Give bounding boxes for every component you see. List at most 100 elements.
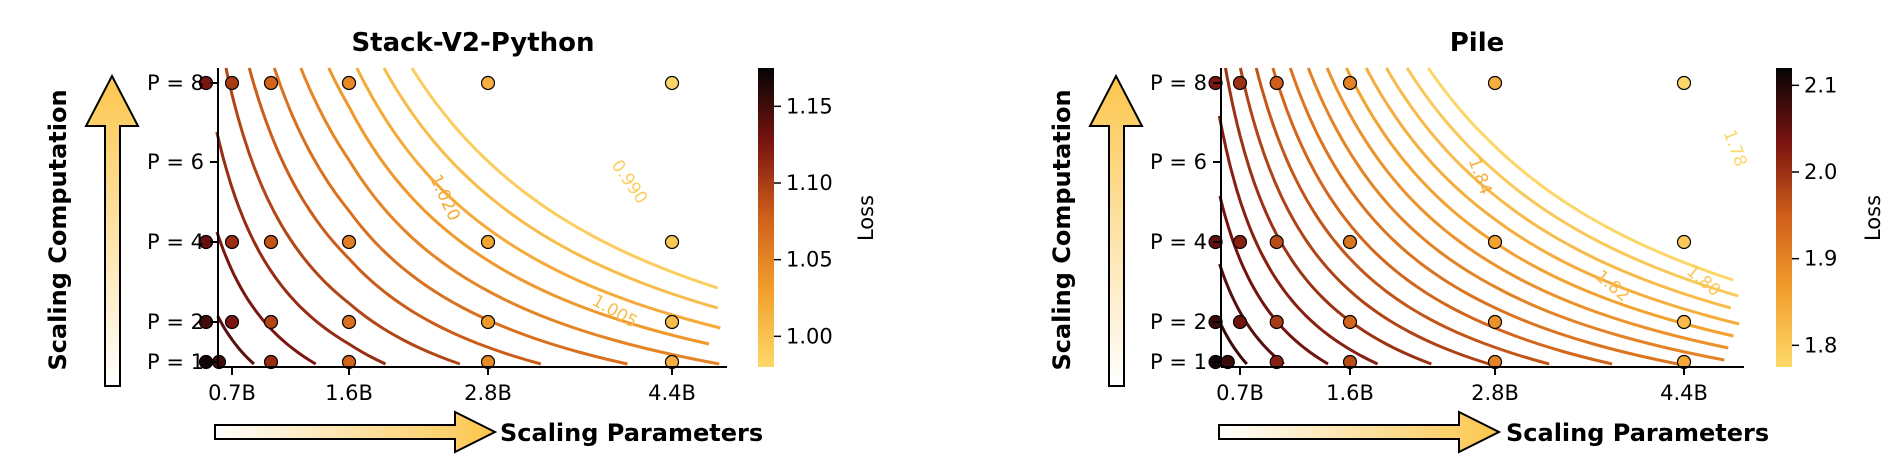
colorbar-tick-label: 1.9 xyxy=(1804,247,1837,271)
x-ticks: 0.7B 1.6B 2.8B 4.4B xyxy=(208,367,696,405)
y-tick-label: P = 4 xyxy=(1150,230,1207,254)
data-point xyxy=(1232,314,1248,330)
y-tick-label: P = 2 xyxy=(147,310,204,334)
contour-line xyxy=(327,67,710,346)
data-point xyxy=(1342,234,1358,250)
contour-line xyxy=(272,67,628,366)
colorbar-tick-label: 1.05 xyxy=(786,248,833,272)
contour-line xyxy=(1218,195,1329,366)
scatter-points xyxy=(198,75,680,370)
contour-line xyxy=(1306,67,1725,362)
contour-labels: 1.841.82 1.801.78 xyxy=(1464,127,1751,306)
colorbar xyxy=(758,68,774,367)
x-tick-label: 0.7B xyxy=(208,381,256,405)
colorbar-label: Loss xyxy=(1861,195,1885,241)
data-point xyxy=(224,234,240,250)
data-point xyxy=(224,314,240,330)
contour-line xyxy=(1218,263,1285,366)
data-point xyxy=(1269,234,1284,250)
y-tick-label: P = 2 xyxy=(1150,310,1207,334)
data-point xyxy=(1342,314,1358,330)
x-tick-label: 4.4B xyxy=(1660,381,1708,405)
x-tick-label: 0.7B xyxy=(1216,381,1264,405)
data-point xyxy=(480,314,496,330)
contour-line xyxy=(1288,67,1679,366)
data-point xyxy=(1232,234,1248,250)
data-point xyxy=(480,234,496,250)
data-point xyxy=(1676,234,1692,250)
data-point xyxy=(1676,314,1692,330)
colorbar-tick-label: 2.1 xyxy=(1804,73,1837,97)
data-point xyxy=(1342,75,1358,91)
contour-line xyxy=(1219,323,1248,365)
colorbar xyxy=(1776,68,1792,367)
data-point xyxy=(664,314,680,330)
data-point xyxy=(1487,234,1503,250)
y-axis-label: Scaling Computation xyxy=(1048,89,1076,370)
x-tick-label: 1.6B xyxy=(325,381,373,405)
data-point xyxy=(1232,75,1248,91)
data-point xyxy=(1269,354,1284,370)
x-tick-label: 1.6B xyxy=(1326,381,1374,405)
scaling-computation-arrow xyxy=(84,73,140,387)
contour-line xyxy=(1345,67,1734,338)
data-point xyxy=(341,234,357,250)
x-axis-label: Scaling Parameters xyxy=(500,419,763,447)
contour-line xyxy=(1224,67,1432,366)
data-point xyxy=(224,75,240,91)
contour-label: 0.990 xyxy=(607,156,651,207)
contour-line xyxy=(1427,67,1734,282)
contour-line xyxy=(224,67,461,366)
contour-line xyxy=(1271,67,1613,366)
colorbar-tick-label: 1.00 xyxy=(786,324,833,348)
x-tick-label: 2.8B xyxy=(464,381,512,405)
data-point xyxy=(263,75,279,91)
y-ticks: P = 1 P = 2 P = 4 P = 6 P = 8 xyxy=(147,71,218,374)
contour-line xyxy=(1385,67,1732,310)
contour-line xyxy=(382,67,719,310)
contour-line xyxy=(247,67,542,366)
data-point xyxy=(263,234,279,250)
chart-title: Pile xyxy=(1450,28,1505,58)
contour-label: 1.84 xyxy=(1464,155,1496,197)
colorbar-ticks: 1.00 1.05 1.10 1.15 xyxy=(774,94,833,348)
y-tick-label: P = 6 xyxy=(147,150,204,174)
contour-line xyxy=(1217,115,1379,366)
x-ticks: 0.7B 1.6B 2.8B 4.4B xyxy=(1216,367,1708,405)
scaling-parameters-arrow xyxy=(214,410,498,454)
data-point xyxy=(664,75,680,91)
data-point xyxy=(1269,314,1284,330)
y-tick-label: P = 1 xyxy=(1150,350,1207,374)
scatter-points xyxy=(1208,75,1692,370)
chart-title: Stack-V2-Python xyxy=(351,28,594,58)
y-tick-label: P = 8 xyxy=(1150,71,1207,95)
data-point xyxy=(664,234,680,250)
panel-pile: Pile 1.841.82 1.801.78 P = 1 P = 2 P = 4 P =… xyxy=(1048,28,1885,454)
y-tick-label: P = 1 xyxy=(147,350,204,374)
scaling-parameters-arrow xyxy=(1218,410,1502,454)
colorbar-tick-label: 1.10 xyxy=(786,171,833,195)
data-point xyxy=(1676,75,1692,91)
contour-label: 1.78 xyxy=(1719,127,1751,169)
contour-line xyxy=(215,231,317,366)
y-tick-label: P = 6 xyxy=(1150,150,1207,174)
y-tick-label: P = 8 xyxy=(147,71,204,95)
contour-line xyxy=(216,315,255,366)
contour-line xyxy=(215,131,387,366)
colorbar-ticks: 1.8 1.9 2.0 2.1 xyxy=(1792,73,1837,357)
contour-line xyxy=(1405,67,1739,298)
y-axis-label: Scaling Computation xyxy=(44,89,72,370)
y-tick-label: P = 4 xyxy=(147,230,204,254)
contour-line xyxy=(1238,67,1490,366)
data-point xyxy=(341,314,357,330)
contour-lines xyxy=(215,67,721,366)
data-point xyxy=(1269,75,1284,91)
contour-line xyxy=(1254,67,1550,366)
contour-line xyxy=(410,67,719,290)
scaling-computation-arrow xyxy=(1088,73,1144,387)
data-point xyxy=(263,354,279,370)
contour-lines xyxy=(1217,67,1740,366)
data-point xyxy=(263,314,279,330)
colorbar-tick-label: 1.8 xyxy=(1804,333,1837,357)
